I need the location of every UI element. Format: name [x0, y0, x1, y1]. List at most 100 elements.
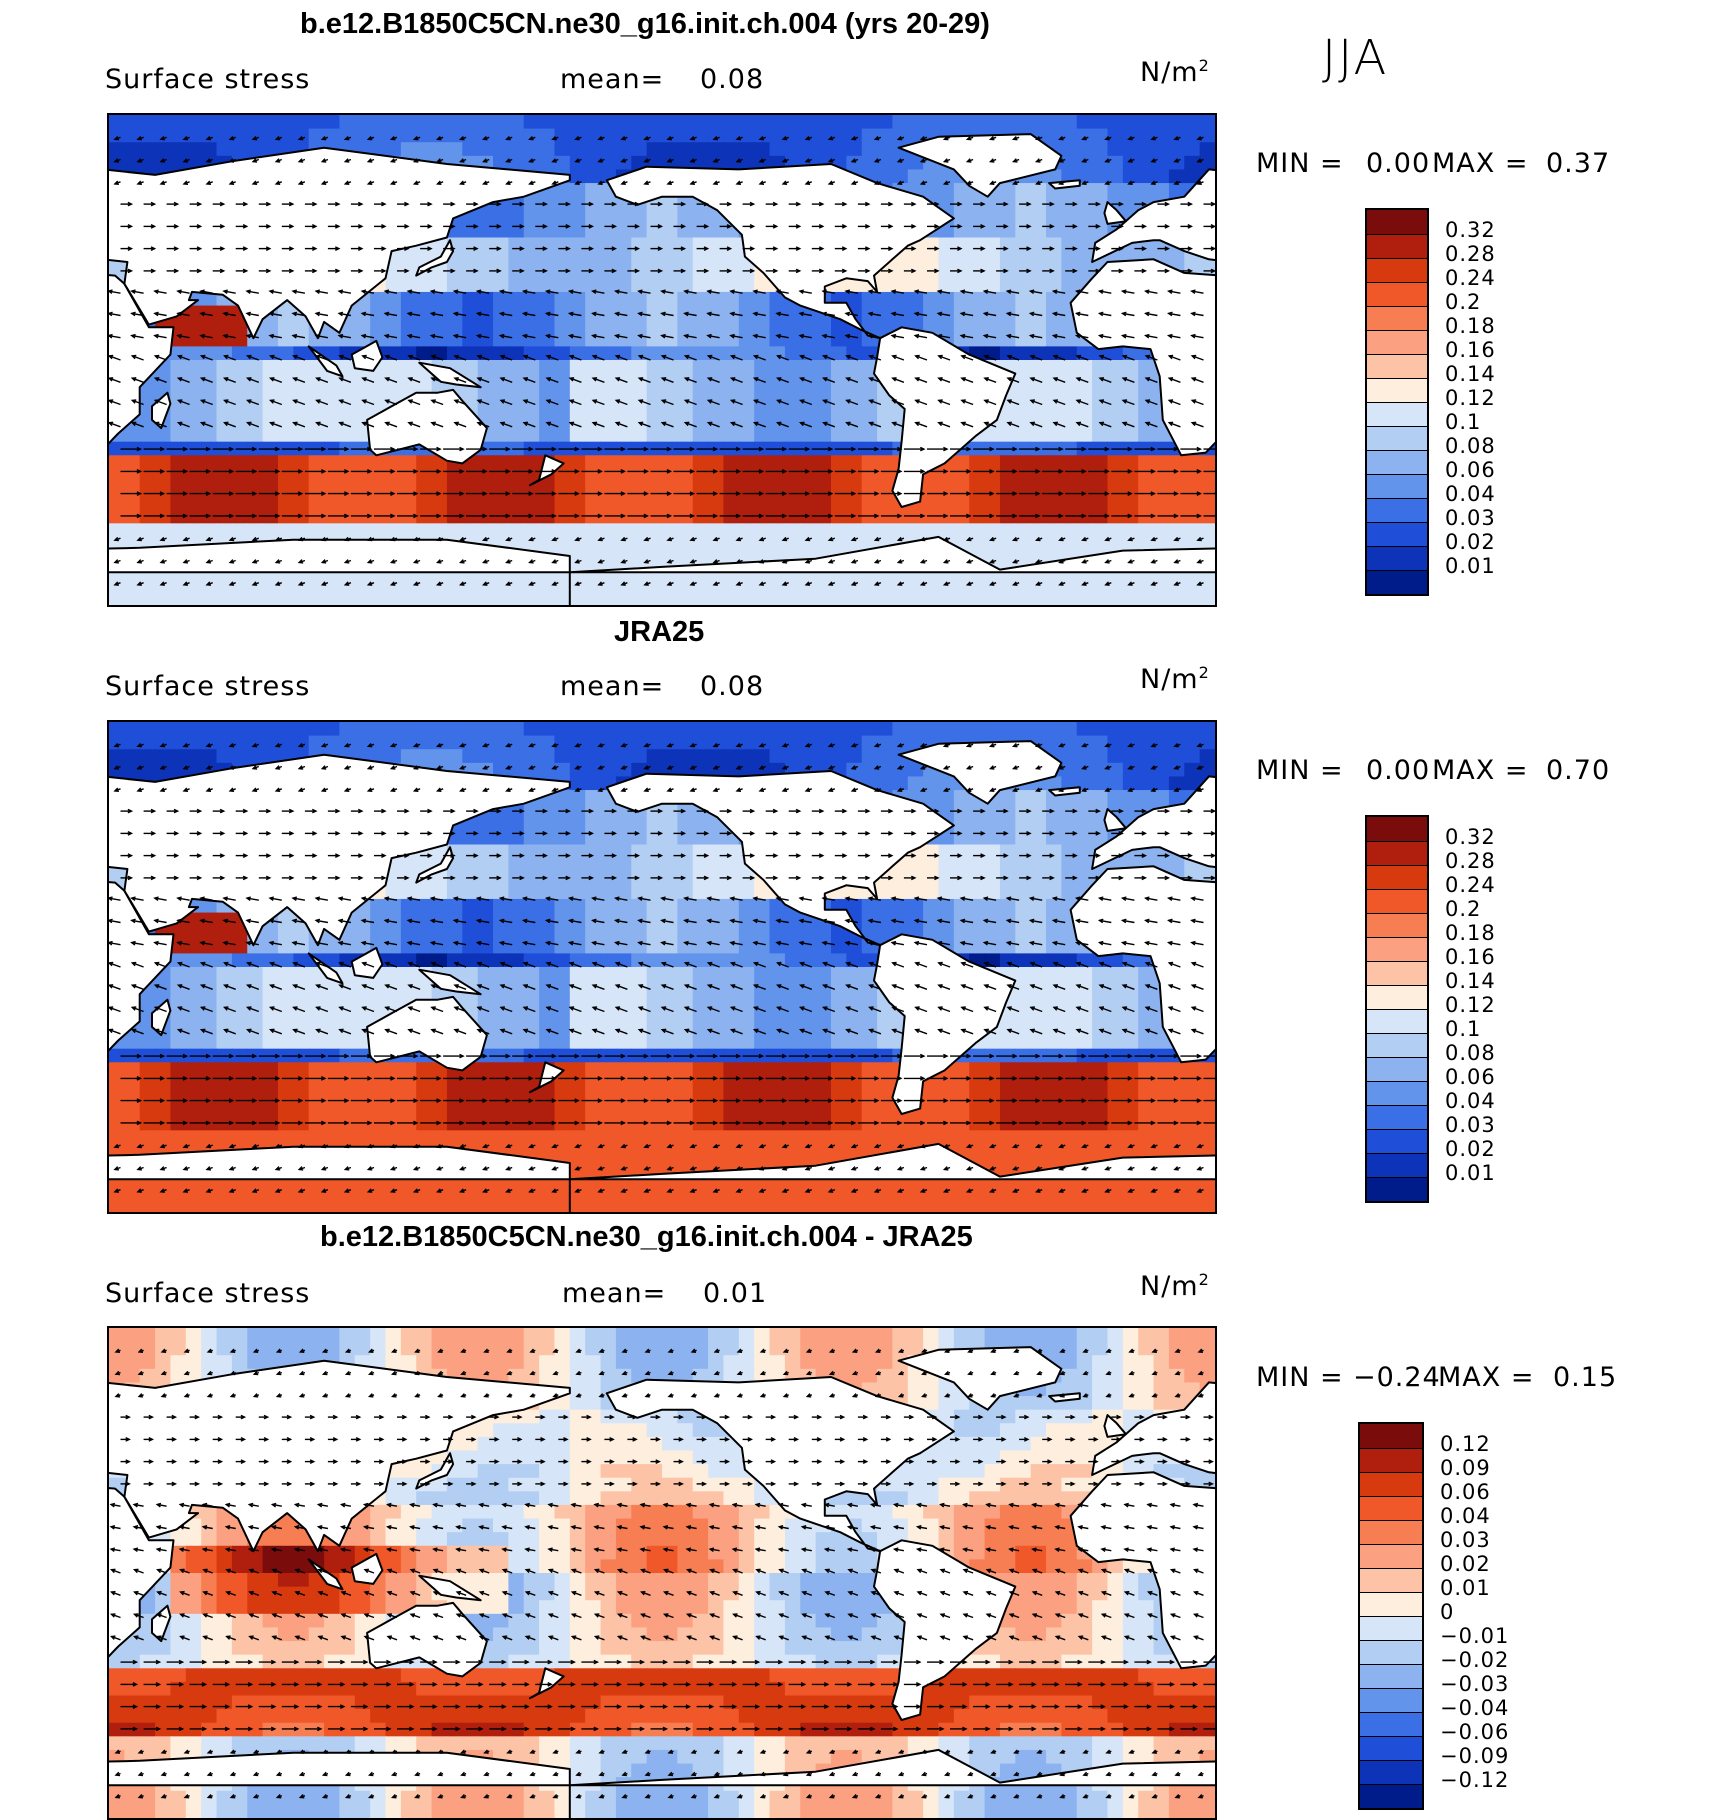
field-cell [1138, 496, 1154, 510]
field-cell [278, 306, 294, 320]
field-cell [570, 763, 586, 777]
field-cell [785, 306, 801, 320]
field-cell [754, 319, 770, 333]
field-cell [693, 455, 709, 469]
field-cell [416, 278, 432, 292]
field-cell [1031, 183, 1047, 197]
field-cell [1077, 129, 1093, 143]
field-cell [877, 142, 893, 156]
field-cell [508, 428, 524, 442]
field-cell [554, 523, 570, 537]
field-cell [647, 578, 663, 592]
field-cell [109, 736, 125, 750]
field-cell [539, 591, 555, 605]
field-cell [278, 387, 294, 401]
field-cell [1200, 591, 1215, 605]
field-cell [939, 319, 955, 333]
field-cell [770, 142, 786, 156]
colorbar-swatch [1367, 546, 1427, 570]
field-cell [985, 238, 1001, 252]
field-cell [723, 360, 739, 374]
field-cell [401, 722, 417, 736]
field-cell [401, 455, 417, 469]
field-cell [1077, 722, 1093, 736]
field-cell [109, 156, 125, 170]
field-cell [1138, 115, 1154, 129]
field-cell [708, 265, 724, 279]
field-cell [370, 483, 386, 497]
field-cell [554, 510, 570, 524]
field-cell [263, 428, 279, 442]
field-cell [846, 156, 862, 170]
field-cell [278, 374, 294, 388]
field-cell [693, 333, 709, 347]
panel-2-mean-label: mean= [560, 671, 664, 702]
field-cell [1031, 523, 1047, 537]
field-cell [462, 578, 478, 592]
field-cell [170, 763, 186, 777]
field-cell [493, 115, 509, 129]
field-cell [432, 319, 448, 333]
field-cell [293, 523, 309, 537]
field-cell [1031, 455, 1047, 469]
field-cell [247, 523, 263, 537]
field-cell [954, 115, 970, 129]
field-cell [339, 414, 355, 428]
field-cell [785, 142, 801, 156]
field-cell [693, 591, 709, 605]
field-cell [508, 360, 524, 374]
field-cell [140, 387, 156, 401]
field-cell [770, 496, 786, 510]
field-cell [693, 523, 709, 537]
field-cell [1092, 183, 1108, 197]
field-cell [1107, 387, 1123, 401]
field-cell [631, 722, 647, 736]
field-cell [739, 591, 755, 605]
field-cell [1154, 129, 1170, 143]
field-cell [1015, 591, 1031, 605]
field-cell [1154, 483, 1170, 497]
field-cell [754, 387, 770, 401]
field-cell [616, 414, 632, 428]
field-cell [739, 401, 755, 415]
field-cell [1200, 523, 1215, 537]
field-cell [1107, 591, 1123, 605]
field-cell [800, 749, 816, 763]
field-cell [570, 428, 586, 442]
field-cell [985, 210, 1001, 224]
field-cell [862, 736, 878, 750]
field-cell [677, 455, 693, 469]
field-cell [539, 523, 555, 537]
field-cell [539, 428, 555, 442]
field-cell [846, 523, 862, 537]
field-cell [508, 319, 524, 333]
field-cell [278, 401, 294, 415]
field-cell [939, 496, 955, 510]
field-cell [447, 523, 463, 537]
field-cell [647, 360, 663, 374]
field-cell [1184, 156, 1200, 170]
field-cell [355, 319, 371, 333]
field-cell [770, 749, 786, 763]
field-cell [1107, 428, 1123, 442]
field-cell [647, 523, 663, 537]
field-cell [846, 749, 862, 763]
field-cell [1200, 142, 1215, 156]
field-cell [447, 115, 463, 129]
field-cell [339, 496, 355, 510]
field-cell [662, 722, 678, 736]
field-cell [585, 210, 601, 224]
field-cell [662, 265, 678, 279]
field-cell [723, 523, 739, 537]
field-cell [1046, 537, 1062, 551]
field-cell [708, 115, 724, 129]
field-cell [201, 591, 217, 605]
field-cell [493, 591, 509, 605]
field-cell [1061, 115, 1077, 129]
field-cell [1061, 374, 1077, 388]
field-cell [186, 401, 202, 415]
field-cell [877, 428, 893, 442]
field-cell [1154, 523, 1170, 537]
field-cell [140, 749, 156, 763]
field-cell [186, 749, 202, 763]
